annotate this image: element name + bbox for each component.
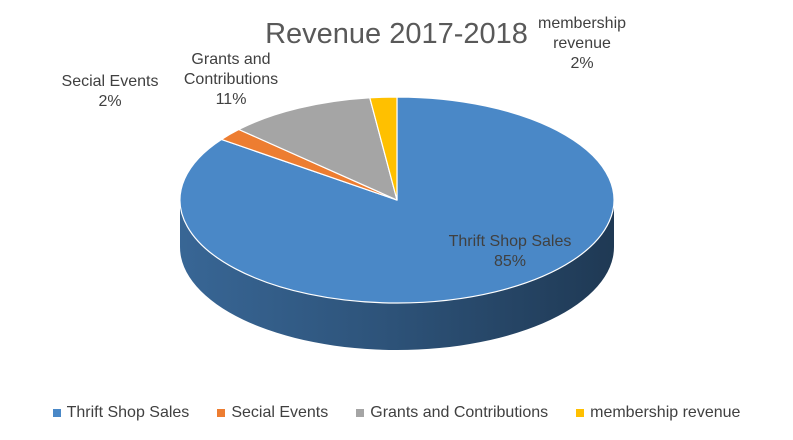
- legend-item-membership-revenue: membership revenue: [576, 404, 740, 422]
- chart-title: Revenue 2017-2018: [265, 18, 528, 50]
- slice-label-grants-and-contributions-value: 11%: [215, 91, 247, 108]
- slice-label-secial-events-value: 2%: [98, 93, 122, 110]
- slice-label-thrift-shop-sales-name: Thrift Shop Sales: [448, 233, 572, 250]
- legend-item-secial-events: Secial Events: [217, 404, 328, 422]
- legend-swatch-grants-and-contributions: [356, 409, 365, 417]
- legend-swatch-thrift-shop-sales: [52, 409, 61, 417]
- slice-label-secial-events: Secial Events 2%: [50, 72, 170, 112]
- slice-label-thrift-shop-sales-value: 85%: [493, 253, 527, 270]
- legend-item-grants-and-contributions: Grants and Contributions: [356, 404, 548, 422]
- slice-label-grants-and-contributions-name: Grants and Contributions: [183, 51, 279, 88]
- slice-label-secial-events-name: Secial Events: [61, 73, 159, 90]
- legend-label-grants-and-contributions: Grants and Contributions: [370, 404, 549, 421]
- legend-label-secial-events: Secial Events: [231, 404, 329, 421]
- legend-item-thrift-shop-sales: Thrift Shop Sales: [52, 404, 190, 422]
- legend-swatch-secial-events: [217, 409, 226, 417]
- legend: Thrift Shop Sales Secial Events Grants a…: [0, 404, 793, 422]
- slice-label-thrift-shop-sales: Thrift Shop Sales 85%: [420, 232, 600, 272]
- slice-label-membership-revenue-value: 2%: [570, 55, 594, 72]
- legend-swatch-membership-revenue: [576, 409, 585, 417]
- slice-label-membership-revenue: membership revenue 2%: [520, 14, 644, 74]
- legend-label-membership-revenue: membership revenue: [590, 404, 741, 421]
- pie-slice-membership-revenue: [369, 96, 398, 201]
- slice-label-membership-revenue-name: membership revenue: [537, 15, 627, 52]
- pie-side-thrift-shop-sales: [180, 200, 614, 350]
- slice-label-grants-and-contributions: Grants and Contributions 11%: [168, 50, 294, 110]
- legend-label-thrift-shop-sales: Thrift Shop Sales: [66, 404, 190, 421]
- pie-slice-grants-and-contributions: [238, 97, 398, 201]
